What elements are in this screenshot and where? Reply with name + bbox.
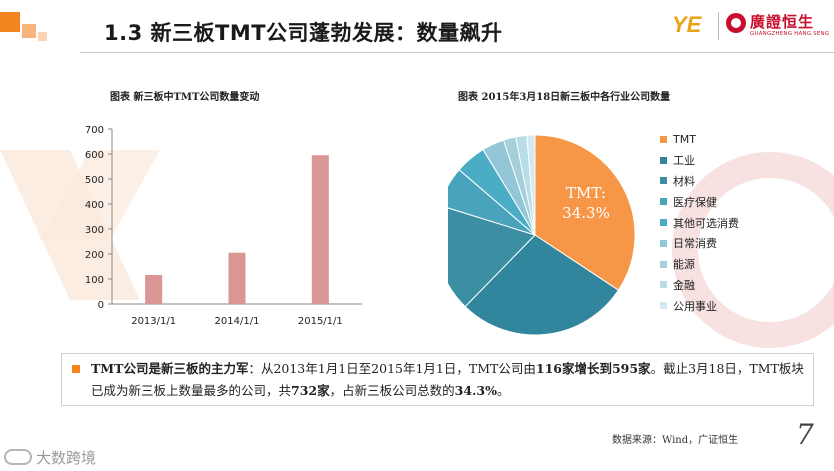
summary-box: TMT公司是新三板的主力军：从2013年1月1日至2015年1月1日，TMT公司… [61, 353, 814, 406]
legend-swatch [660, 281, 667, 289]
legend-swatch [660, 135, 667, 143]
x-tick-label: 2014/1/1 [215, 316, 260, 327]
summary-text: TMT公司是新三板的主力军：从2013年1月1日至2015年1月1日，TMT公司… [91, 358, 807, 402]
brand-name-cn: 廣證恒生 [750, 13, 815, 31]
page-number: 7 [796, 418, 814, 451]
bar-chart-caption: 图表 新三板中TMT公司数量变动 [110, 92, 260, 103]
watermark-label: 大数跨境 [36, 449, 97, 467]
legend-item: TMT [660, 129, 770, 150]
legend-item: 日常消费 [660, 233, 770, 254]
data-source: 数据来源：Wind，广证恒生 [612, 435, 739, 446]
legend-label: 医疗保健 [673, 195, 717, 209]
x-tick-label: 2013/1/1 [131, 316, 176, 327]
summary-highlight2: 732家 [291, 383, 330, 398]
brand-mark: YE [672, 12, 702, 37]
pie-legend: TMT 工业材料医疗保健其他可选消费 日常消费能源金融公用事业 [660, 129, 770, 316]
brand-seal-icon [726, 13, 746, 33]
pie-chart [448, 134, 636, 336]
legend-item: 其他可选消费 [660, 212, 770, 233]
legend-item: 医疗保健 [660, 191, 770, 212]
legend-swatch [660, 260, 667, 268]
bar-chart: 0 100 200 300 400 500 600 700 2013/1/1 2014/1/1 20… [85, 125, 362, 327]
y-tick-label: 600 [85, 150, 104, 161]
y-tick-label: 400 [85, 200, 104, 211]
legend-label: 工业 [673, 154, 695, 168]
legend-label: 能源 [673, 258, 695, 272]
y-tick-label: 300 [85, 225, 104, 236]
legend-item: 材料 [660, 171, 770, 192]
title-divider [80, 52, 834, 53]
pie-slice [448, 207, 536, 308]
pie-label-tmt: TMT: 34.3% [556, 183, 616, 223]
summary-highlight1: 116家增长到595家 [535, 361, 651, 376]
summary-part1: ：从2013年1月1日至2015年1月1日，TMT公司由 [248, 361, 536, 376]
x-tick-label: 2015/1/1 [298, 316, 343, 327]
legend-item: 能源 [660, 254, 770, 275]
legend-label: 金融 [673, 278, 695, 292]
pie-label-value: 34.3% [562, 204, 610, 222]
summary-lead: TMT公司是新三板的主力军 [91, 361, 249, 376]
y-tick-label: 700 [85, 125, 104, 136]
legend-label: 其他可选消费 [673, 216, 739, 230]
summary-part2: 。截止3月18日，TMT板块已成为新三板上数量最多的公司，共 [91, 361, 804, 398]
summary-part3: ，占新三板公司总数的 [329, 383, 455, 398]
legend-label: 公用事业 [673, 299, 717, 313]
pie-label-name: TMT: [566, 184, 606, 202]
bar [228, 252, 246, 304]
legend-item: 公用事业 [660, 295, 770, 316]
legend-swatch [660, 156, 667, 164]
legend-swatch [660, 302, 667, 310]
y-tick-label: 0 [98, 300, 104, 311]
legend-swatch [660, 198, 667, 206]
legend-label: 日常消费 [673, 237, 717, 251]
legend-swatch [660, 219, 667, 227]
bar [145, 275, 163, 304]
bar [311, 155, 329, 304]
bullet-square-icon [72, 365, 80, 373]
y-tick-label: 200 [85, 250, 104, 261]
corner-logo [0, 4, 60, 48]
legend-item: 金融 [660, 275, 770, 296]
pie-slice [526, 134, 536, 236]
summary-highlight3: 34.3% [454, 383, 497, 398]
page-title: 1.3 新三板TMT公司蓬勃发展：数量飙升 [104, 21, 503, 45]
y-tick-label: 500 [85, 175, 104, 186]
pie-chart-caption: 图表 2015年3月18日新三板中各行业公司数量 [458, 92, 671, 103]
pie-slice [464, 234, 620, 336]
legend-swatch [660, 239, 667, 247]
y-tick-label: 100 [85, 275, 104, 286]
legend-label: 材料 [673, 174, 695, 188]
summary-part4: 。 [496, 383, 510, 398]
legend-item: 工业 [660, 150, 770, 171]
brand-name-en: GUANGZHENG HANG SENG [750, 31, 830, 37]
legend-label: TMT [673, 132, 696, 146]
watermark: 大数跨境 [4, 447, 96, 468]
watermark-logo-icon [4, 449, 32, 465]
brand-logo: YE 廣證恒生 GUANGZHENG HANG SENG [672, 10, 832, 44]
brand-divider [718, 12, 719, 40]
legend-swatch [660, 177, 667, 185]
